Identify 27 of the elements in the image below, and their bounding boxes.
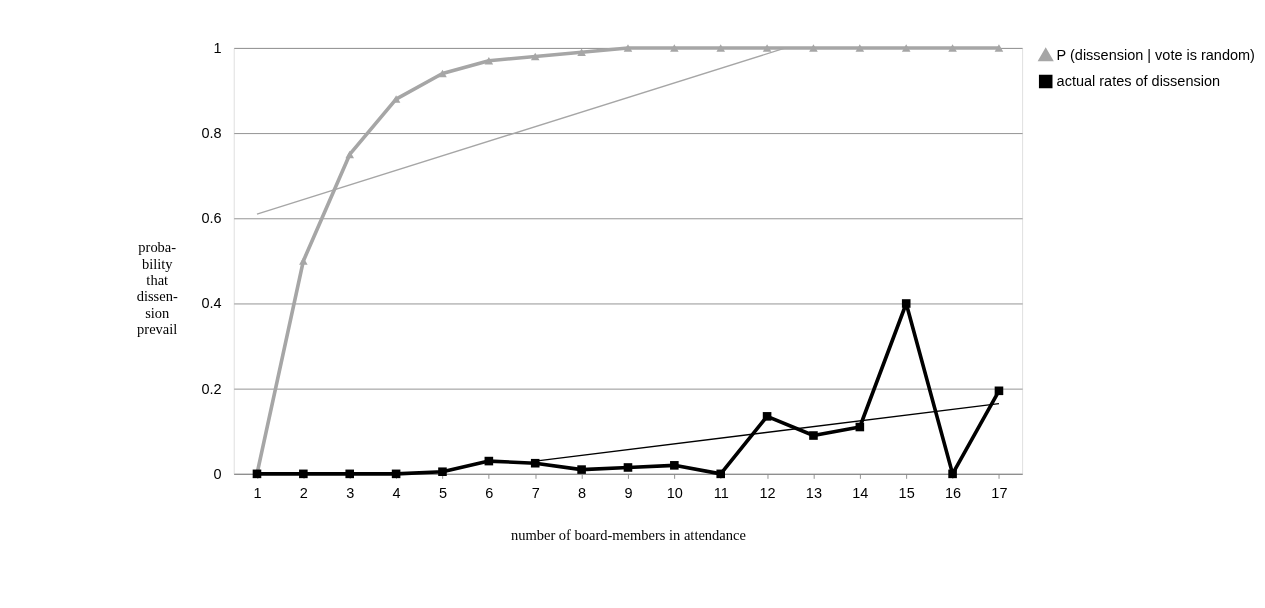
y-tick-label: 0.6 (201, 210, 222, 227)
x-tick-label: 13 (805, 484, 822, 501)
legend-label: P (dissension | vote is random) (1056, 46, 1255, 63)
x-tick-label: 1 (253, 484, 262, 501)
x-tick-label: 3 (346, 484, 355, 501)
x-tick-label: 16 (944, 484, 962, 501)
y-axis-title: proba- bility that dissen- sion prevail (136, 239, 178, 337)
x-tick-label: 17 (991, 484, 1008, 501)
x-tick-label: 15 (898, 484, 915, 501)
x-tick-label: 4 (392, 484, 401, 501)
y-tick-label: 0 (213, 465, 222, 482)
x-tick-label: 11 (713, 484, 729, 501)
x-tick-label: 10 (666, 484, 683, 501)
x-tick-label: 6 (485, 484, 494, 501)
x-tick-label: 8 (578, 484, 587, 501)
x-tick-label: 5 (438, 484, 447, 501)
x-tick-label: 14 (852, 484, 869, 501)
x-axis-title: number of board-members in attendance (510, 526, 746, 543)
x-tick-label: 2 (299, 484, 308, 501)
y-tick-label: 0.4 (201, 295, 222, 312)
y-tick-label: 0.8 (201, 125, 222, 142)
x-tick-label: 12 (759, 484, 776, 501)
y-tick-label: 1 (213, 39, 222, 56)
x-tick-label: 7 (531, 484, 540, 501)
y-tick-label: 0.2 (201, 380, 222, 397)
legend-label: actual rates of dissension (1056, 73, 1221, 90)
x-tick-label: 9 (624, 484, 633, 501)
